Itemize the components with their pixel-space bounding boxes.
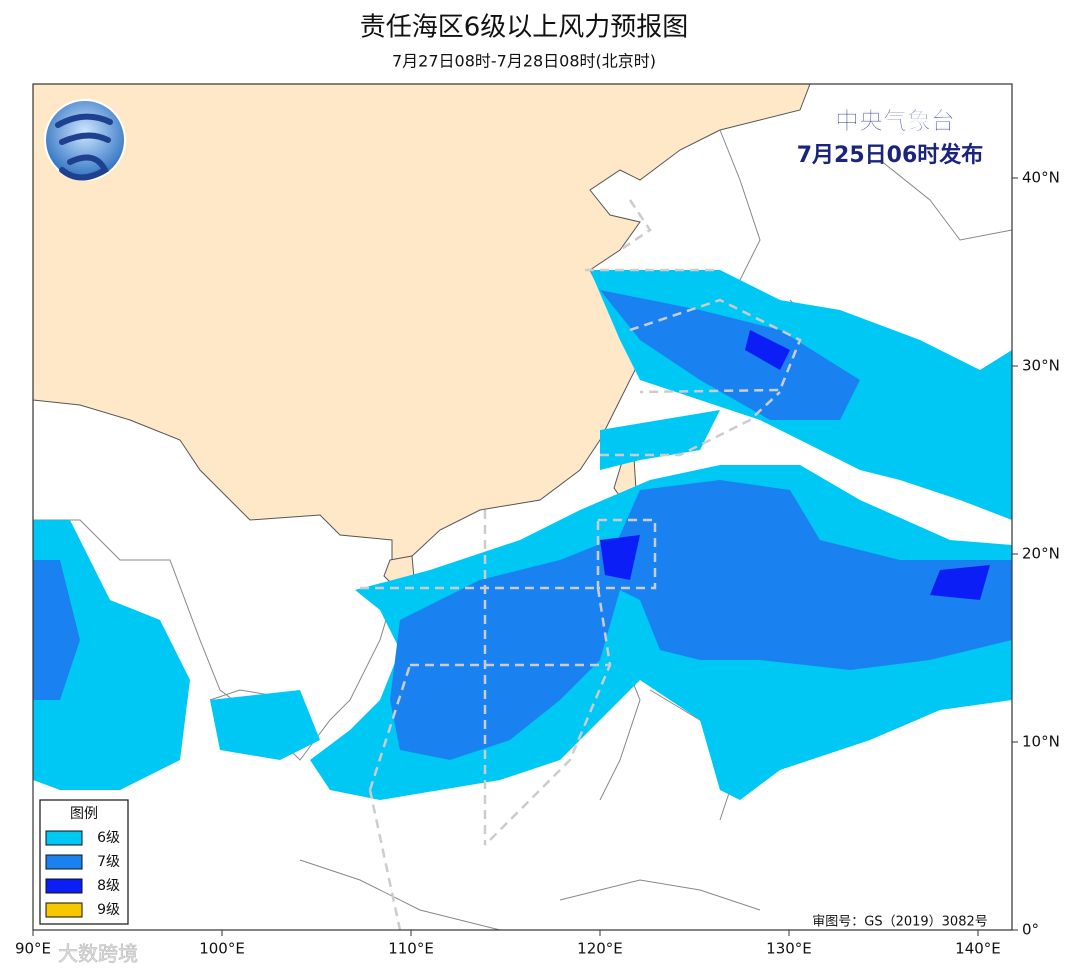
map-frame [32,83,1013,931]
sea-area-boundaries [360,199,802,930]
lon-tick-label: 90°E [15,940,51,958]
lat-tick-label: 10°N [1022,733,1060,751]
lat-tick-label: 0° [1022,921,1039,939]
legend-swatch [45,830,83,846]
map: 90°E 100°E 110°E 120°E 130°E 140°E 0° 10°N 20°N 3… [15,83,1060,958]
watermark: 大数跨境 [58,942,138,966]
lat-tick-label: 30°N [1022,357,1060,375]
legend-label: 6级 [97,830,120,846]
wind-area-7 [600,290,860,420]
lon-tick-label: 100°E [199,940,245,958]
legend: 图例 6级 7级 8级 9级 [39,799,129,925]
issue-time: 7月25日06时发布 [797,142,984,168]
wind-area-8 [930,565,990,600]
lon-tick-label: 110°E [388,940,434,958]
wind-area-6 [33,520,190,790]
legend-swatch [45,902,83,918]
approval-number: 审图号：GS（2019）3082号 [812,915,988,930]
wind-area-6 [210,690,320,760]
legend-swatch [45,878,83,894]
lon-tick-label: 120°E [577,940,623,958]
legend-swatch [45,854,83,870]
wind-area-7 [390,540,620,760]
graticule: 90°E 100°E 110°E 120°E 130°E 140°E 0° 10°N 20°N 3… [15,169,1060,958]
subtitle: 7月27日08时-7月28日08时(北京时) [392,52,656,71]
wind-area-8 [600,535,640,580]
legend-label: 7级 [97,854,120,870]
lat-tick-label: 40°N [1022,169,1060,187]
lon-tick-label: 140°E [955,940,1001,958]
wind-areas [33,270,1012,800]
agency: 中央气象台 [835,107,955,135]
wind-area-7 [600,480,1012,670]
legend-label: 8级 [97,878,120,894]
legend-title: 图例 [70,806,98,822]
legend-label: 9级 [97,902,120,918]
logo [44,99,126,181]
wind-area-7 [33,560,80,700]
title: 责任海区6级以上风力预报图 [360,13,689,43]
lat-tick-label: 20°N [1022,545,1060,563]
lon-tick-label: 130°E [766,940,812,958]
wind-area-8 [745,330,790,370]
china-land [33,84,811,580]
